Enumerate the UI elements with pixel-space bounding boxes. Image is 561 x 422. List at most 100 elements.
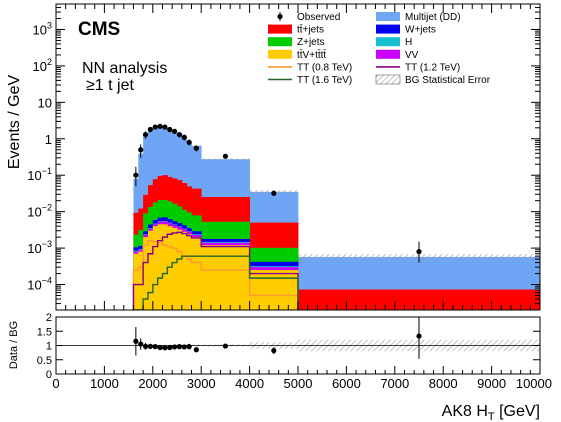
ratio-point xyxy=(157,344,163,351)
legend-tt-jets-label: tt̄+jets xyxy=(297,23,324,35)
legend-observed-swatch xyxy=(277,13,283,20)
y-tick-label: 10−3 xyxy=(27,239,52,256)
bar-ttv-tttt xyxy=(172,227,178,310)
ratio-y-tick-label: 1 xyxy=(46,341,52,353)
signal-curves xyxy=(132,231,540,310)
legend-tt-1-2-tev-label: TT (1.2 TeV) xyxy=(405,62,460,73)
observed-point xyxy=(176,132,183,138)
signal-tt-1-6-tev xyxy=(133,255,540,310)
observed-point xyxy=(142,132,149,138)
x-axis-label-unit: [GeV] xyxy=(495,403,540,420)
y-tick-label: 10−1 xyxy=(27,166,52,183)
ratio-point xyxy=(152,344,158,350)
bar-ttv-tttt xyxy=(201,245,250,310)
x-tick-label: 3000 xyxy=(187,376,216,391)
legend-tt-0-8-tev-label: TT (0.8 TeV) xyxy=(297,62,352,73)
x-tick-labels: 0 1000 2000 3000 4000 5000 6000 7000 8000 9000 100… xyxy=(52,376,552,391)
observed-point xyxy=(133,172,139,178)
observed-point xyxy=(138,147,144,153)
x-tick-label: 10000 xyxy=(516,376,552,391)
y-tick-label-exponent: −3 xyxy=(42,239,52,249)
bar-ttv-tttt xyxy=(181,231,188,310)
bg-stat-error-box xyxy=(201,158,250,161)
y-tick-label: 10−2 xyxy=(27,203,52,220)
legend-h-label: H xyxy=(405,37,412,48)
experiment-label: CMS xyxy=(78,19,120,40)
ratio-point xyxy=(147,343,153,349)
bar-ttv-tttt xyxy=(152,226,159,310)
y-tick-label-exponent: −4 xyxy=(42,276,52,286)
ratio-point xyxy=(142,343,149,349)
bar-ttv-tttt xyxy=(177,229,183,310)
observed-data-points xyxy=(133,123,422,263)
legend-z-jets-swatch xyxy=(268,37,292,47)
bar-ttv-tttt xyxy=(133,253,139,310)
ratio-point xyxy=(186,344,192,350)
legend-w-jets-label: W+jets xyxy=(405,25,436,36)
legend: Observed Multijet (DD) tt̄+jets W+jets Z+jet… xyxy=(268,12,491,86)
ratio-y-tick-label: 0.5 xyxy=(37,355,52,367)
x-tick-label: 9000 xyxy=(477,376,506,391)
stacked-histogram xyxy=(133,127,540,310)
observed-point xyxy=(186,139,192,145)
y-tick-label-exponent: −2 xyxy=(42,203,52,213)
ratio-point xyxy=(167,344,173,351)
ratio-plot-area: 00.511.52 0 1000 2000 3000 4000 5000 6000 7000 8… xyxy=(8,312,552,422)
ratio-y-tick-label: 1.5 xyxy=(37,326,52,338)
y-tick-label-base: 10 xyxy=(27,241,41,256)
main-axis-ticks xyxy=(55,3,541,311)
x-tick-label: 6000 xyxy=(332,376,361,391)
bar-ttv-tttt xyxy=(143,237,149,310)
bar-ttv-tttt xyxy=(147,230,154,310)
observed-point xyxy=(181,134,187,140)
legend-tt-1-6-tev-label: TT (1.6 TeV) xyxy=(297,75,352,86)
ratio-point xyxy=(138,341,144,347)
legend-ttv-tttt-swatch xyxy=(268,49,292,59)
y-tick-label-base: 10 xyxy=(38,95,52,110)
bar-ttv-tttt xyxy=(249,270,299,310)
ratio-point xyxy=(222,343,228,349)
x-axis-label-subscript: T xyxy=(488,411,495,422)
ratio-y-axis-label: Data / BG xyxy=(8,321,20,369)
legend-vv-swatch xyxy=(376,49,400,59)
x-tick-label: 0 xyxy=(52,376,59,391)
x-axis-label-main: AK8 H xyxy=(442,403,488,420)
y-tick-label-exponent: −1 xyxy=(42,166,52,176)
y-tick-label-exponent: 2 xyxy=(47,57,52,67)
ratio-y-tick-label: 2 xyxy=(46,312,52,324)
ratio-point xyxy=(162,345,168,351)
observed-point xyxy=(167,126,173,133)
bar-tt-jets xyxy=(298,289,540,310)
x-tick-label: 4000 xyxy=(235,376,264,391)
legend-z-jets-label: Z+jets xyxy=(297,37,325,48)
bar-ttv-tttt xyxy=(157,224,163,310)
x-axis-label: AK8 HT [GeV] xyxy=(442,403,540,422)
y-tick-label: 10−4 xyxy=(27,276,52,293)
legend-multijet-dd-swatch xyxy=(376,12,400,21)
x-tick-label: 2000 xyxy=(138,376,167,391)
y-tick-label-base: 10 xyxy=(27,168,41,183)
y-tick-label-exponent: 3 xyxy=(47,20,52,30)
legend-tt-jets-swatch xyxy=(268,24,292,34)
y-tick-label: 1 xyxy=(45,132,52,147)
ratio-point xyxy=(416,333,422,339)
ratio-point xyxy=(171,344,178,350)
observed-point xyxy=(222,153,228,159)
ratio-y-tick-labels: 0 0.5 1 1.5 2 xyxy=(37,312,52,381)
observed-point xyxy=(271,190,277,196)
y-tick-label: 10 xyxy=(38,95,52,110)
x-tick-label: 5000 xyxy=(284,376,313,391)
legend-bg-statistical-error-swatch xyxy=(375,74,401,85)
analysis-label: NN analysis xyxy=(82,60,167,77)
bar-ttv-tttt xyxy=(191,237,202,310)
x-tick-label: 8000 xyxy=(429,376,458,391)
y-tick-label-base: 10 xyxy=(33,22,47,37)
legend-w-jets-swatch xyxy=(376,24,400,34)
y-tick-label-base: 1 xyxy=(45,132,52,147)
ratio-point xyxy=(176,344,183,350)
y-tick-label: 102 xyxy=(33,57,52,74)
selection-label: ≥1 t jet xyxy=(86,77,134,94)
